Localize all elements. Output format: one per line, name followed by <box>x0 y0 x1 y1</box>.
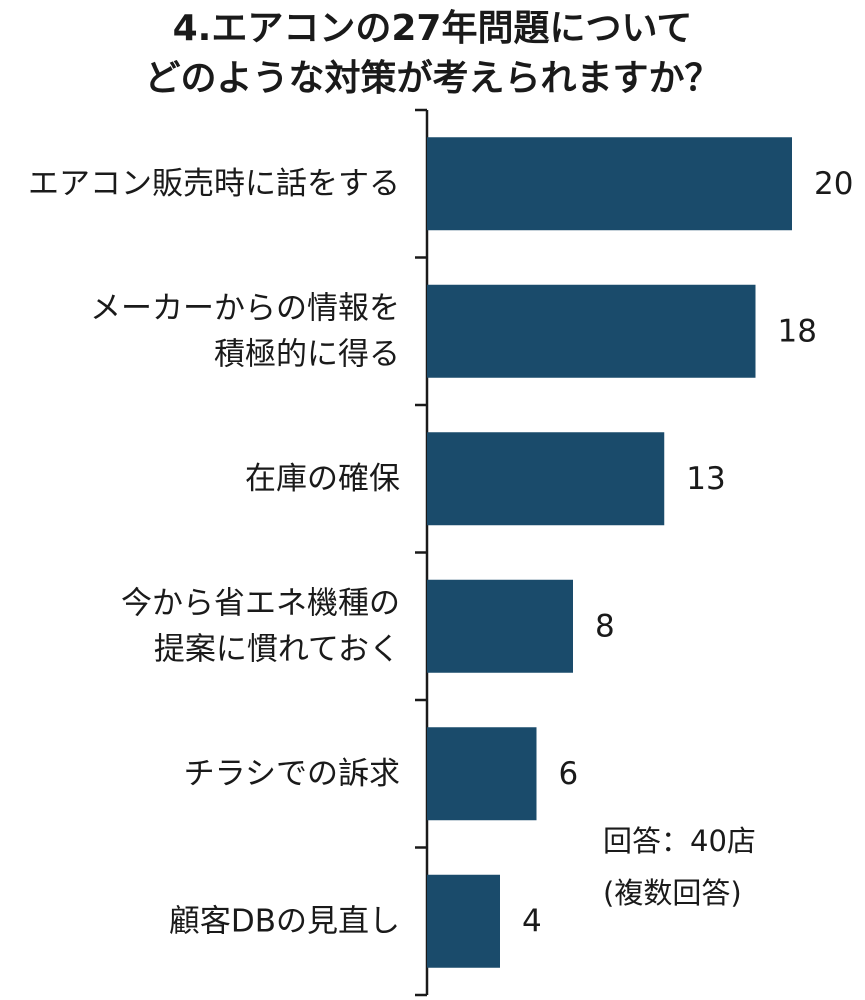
value-label: 20 <box>814 166 853 202</box>
category-label: 積極的に得る <box>214 336 400 372</box>
value-label: 18 <box>778 313 817 349</box>
value-label: 8 <box>595 608 615 644</box>
bar <box>427 874 500 968</box>
response-count: 回答：40店 <box>603 824 756 858</box>
bar <box>427 137 792 231</box>
value-labels: 20 18 13 8 6 4 <box>522 166 853 940</box>
bar <box>427 579 573 673</box>
category-label: 今から省エネ機種の <box>121 585 400 621</box>
category-label: メーカーからの情報を <box>90 290 400 326</box>
chart-title-line-2: どのような対策が考えられますか？ <box>144 58 721 99</box>
bar <box>427 284 756 378</box>
chart-title-line-1: 4.エアコンの27年問題について <box>172 8 693 49</box>
bar <box>427 432 665 526</box>
category-label: 顧客DBの見直し <box>169 903 400 939</box>
category-label: 提案に慣れておく <box>154 631 400 667</box>
category-label: エアコン販売時に話をする <box>28 166 400 202</box>
category-label: 在庫の確保 <box>245 461 400 497</box>
multiple-answer-note: (複数回答) <box>603 876 742 910</box>
category-labels: エアコン販売時に話をするメーカーからの情報を積極的に得る在庫の確保今から省エネ機… <box>28 166 400 940</box>
value-label: 6 <box>559 756 579 792</box>
category-label: チラシでの訴求 <box>184 756 400 792</box>
bar <box>427 727 537 821</box>
axis-group <box>415 108 429 997</box>
value-label: 4 <box>522 903 542 939</box>
chart-title: 4.エアコンの27年問題について どのような対策が考えられますか？ <box>0 4 865 104</box>
response-note: 回答：40店 (複数回答) <box>603 815 756 919</box>
bars-group <box>427 137 792 968</box>
value-label: 13 <box>686 461 725 497</box>
